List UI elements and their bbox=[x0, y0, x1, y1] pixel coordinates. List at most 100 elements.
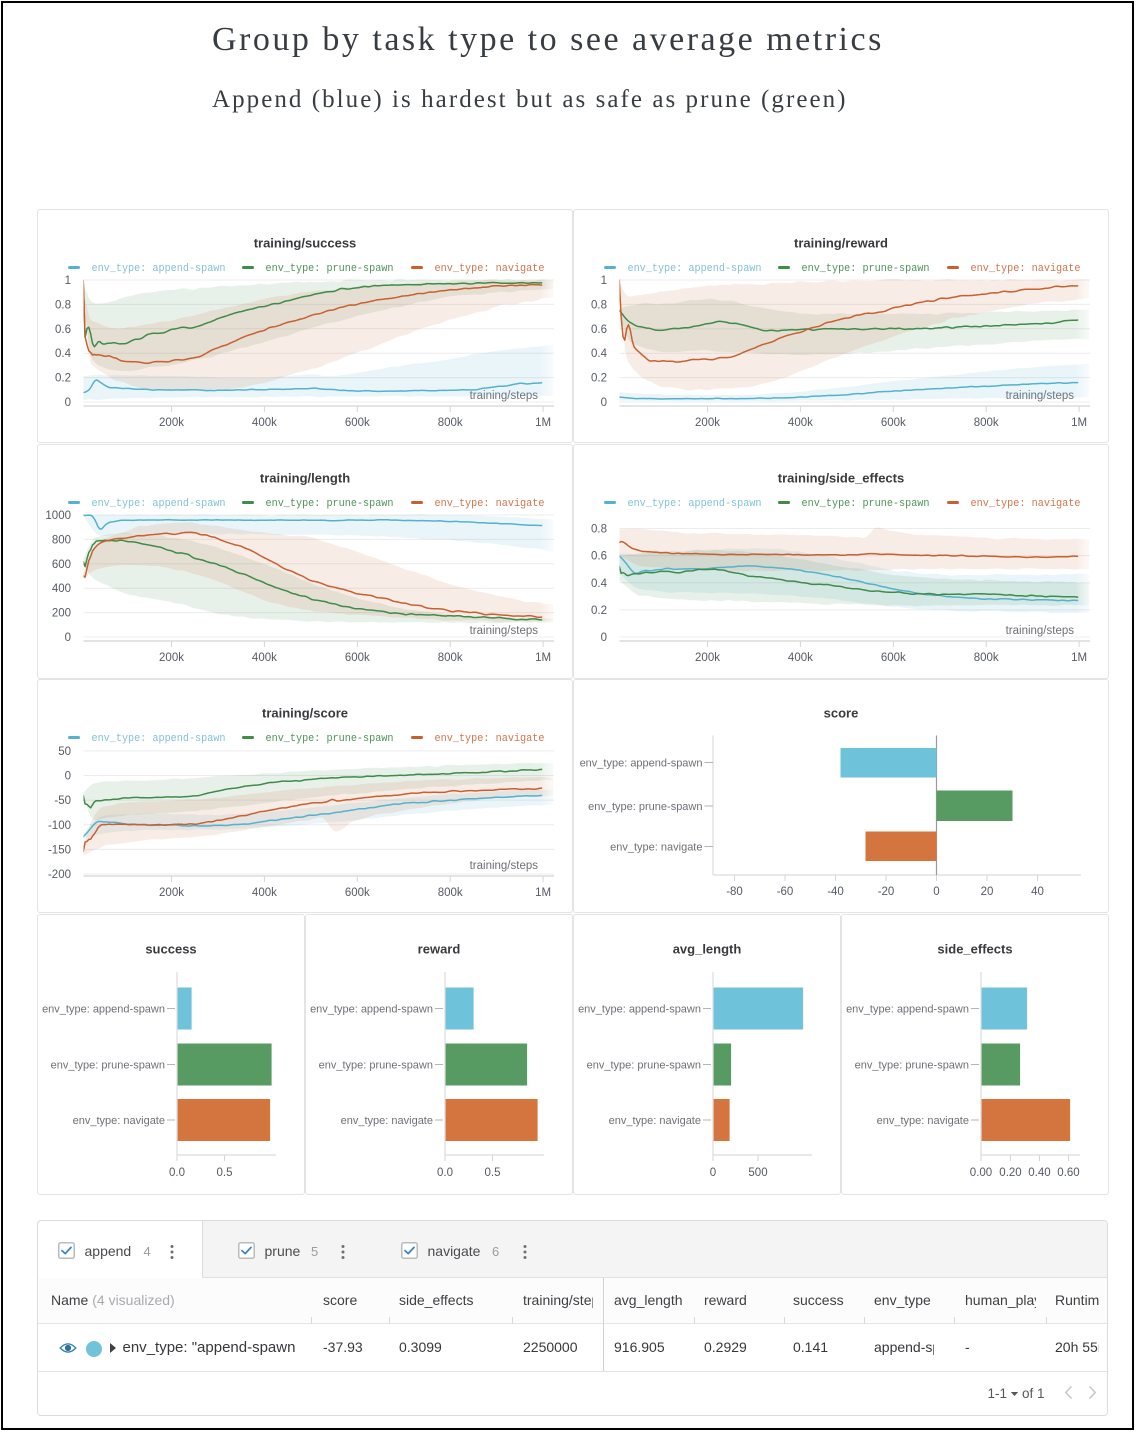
svg-text:success: success bbox=[145, 941, 196, 956]
svg-text:0.2: 0.2 bbox=[591, 372, 607, 384]
svg-text:env_type: append-spawn: env_type: append-spawn bbox=[42, 1003, 165, 1015]
svg-text:400k: 400k bbox=[251, 417, 276, 429]
svg-text:600k: 600k bbox=[880, 652, 905, 664]
svg-text:0.2: 0.2 bbox=[591, 604, 607, 616]
svg-text:env_type: prune-spawn: env_type: prune-spawn bbox=[801, 498, 929, 510]
svg-text:400k: 400k bbox=[787, 417, 812, 429]
svg-text:20: 20 bbox=[980, 886, 993, 898]
svg-text:800k: 800k bbox=[437, 887, 462, 899]
svg-text:env_type: prune-spawn: env_type: prune-spawn bbox=[265, 263, 393, 275]
svg-text:env_type: prune-spawn: env_type: prune-spawn bbox=[265, 733, 393, 745]
svg-text:800k: 800k bbox=[973, 652, 998, 664]
svg-text:env_type: navigate: env_type: navigate bbox=[434, 733, 544, 745]
svg-text:50: 50 bbox=[58, 745, 71, 757]
svg-text:1000: 1000 bbox=[45, 510, 71, 522]
svg-text:training/steps: training/steps bbox=[469, 390, 538, 402]
svg-text:600k: 600k bbox=[344, 887, 369, 899]
svg-text:training/success: training/success bbox=[253, 235, 356, 250]
svg-text:-40: -40 bbox=[827, 886, 844, 898]
svg-text:env_type: append-spawn: env_type: append-spawn bbox=[91, 263, 225, 275]
svg-text:env_type: navigate: env_type: navigate bbox=[876, 1115, 968, 1127]
svg-text:env_type: append-spawn: env_type: append-spawn bbox=[579, 757, 702, 769]
svg-text:0.60: 0.60 bbox=[1057, 1167, 1079, 1179]
svg-text:-100: -100 bbox=[47, 819, 70, 831]
svg-text:env_type: navigate: env_type: navigate bbox=[434, 263, 544, 275]
svg-text:-60: -60 bbox=[776, 886, 793, 898]
svg-text:1M: 1M bbox=[535, 887, 551, 899]
svg-text:0.4: 0.4 bbox=[591, 577, 608, 589]
svg-text:env_type: navigate: env_type: navigate bbox=[970, 498, 1080, 510]
svg-text:0.4: 0.4 bbox=[55, 348, 72, 360]
svg-text:env_type: append-spawn: env_type: append-spawn bbox=[846, 1003, 969, 1015]
svg-text:200k: 200k bbox=[159, 417, 184, 429]
svg-text:0.40: 0.40 bbox=[1028, 1167, 1050, 1179]
svg-text:env_type: prune-spawn: env_type: prune-spawn bbox=[50, 1059, 164, 1071]
svg-text:0.0: 0.0 bbox=[169, 1167, 185, 1179]
svg-text:-50: -50 bbox=[54, 795, 71, 807]
svg-text:score: score bbox=[823, 705, 858, 720]
svg-text:training/steps: training/steps bbox=[469, 625, 538, 637]
svg-text:env_type: navigate: env_type: navigate bbox=[608, 1115, 700, 1127]
svg-text:600k: 600k bbox=[880, 417, 905, 429]
svg-text:400k: 400k bbox=[787, 652, 812, 664]
svg-text:env_type: prune-spawn: env_type: prune-spawn bbox=[854, 1059, 968, 1071]
svg-text:0.5: 0.5 bbox=[484, 1167, 500, 1179]
svg-text:env_type: append-spawn: env_type: append-spawn bbox=[91, 733, 225, 745]
svg-text:0: 0 bbox=[64, 770, 70, 782]
svg-text:0.6: 0.6 bbox=[591, 550, 607, 562]
svg-text:env_type: navigate: env_type: navigate bbox=[610, 841, 702, 853]
svg-text:0.4: 0.4 bbox=[591, 348, 608, 360]
svg-text:800: 800 bbox=[51, 534, 70, 546]
svg-text:40: 40 bbox=[1031, 886, 1044, 898]
svg-text:0.6: 0.6 bbox=[591, 323, 607, 335]
svg-text:1M: 1M bbox=[535, 417, 551, 429]
svg-text:env_type: navigate: env_type: navigate bbox=[340, 1115, 432, 1127]
svg-text:env_type: prune-spawn: env_type: prune-spawn bbox=[801, 263, 929, 275]
svg-text:env_type: navigate: env_type: navigate bbox=[970, 263, 1080, 275]
svg-text:0.8: 0.8 bbox=[591, 523, 607, 535]
svg-text:env_type: prune-spawn: env_type: prune-spawn bbox=[588, 801, 702, 813]
svg-text:400k: 400k bbox=[251, 887, 276, 899]
svg-text:env_type: navigate: env_type: navigate bbox=[434, 498, 544, 510]
svg-text:1: 1 bbox=[64, 275, 70, 287]
svg-text:200k: 200k bbox=[159, 887, 184, 899]
svg-text:800k: 800k bbox=[973, 417, 998, 429]
svg-text:reward: reward bbox=[417, 941, 460, 956]
svg-text:800k: 800k bbox=[437, 417, 462, 429]
svg-text:0.20: 0.20 bbox=[999, 1167, 1021, 1179]
svg-text:training/score: training/score bbox=[262, 705, 348, 720]
svg-text:600: 600 bbox=[51, 558, 70, 570]
svg-text:200: 200 bbox=[51, 607, 70, 619]
svg-text:env_type: prune-spawn: env_type: prune-spawn bbox=[586, 1059, 700, 1071]
svg-text:training/length: training/length bbox=[259, 470, 349, 485]
svg-text:env_type: prune-spawn: env_type: prune-spawn bbox=[265, 498, 393, 510]
svg-text:-20: -20 bbox=[877, 886, 894, 898]
svg-text:env_type: append-spawn: env_type: append-spawn bbox=[627, 498, 761, 510]
svg-text:1M: 1M bbox=[1071, 652, 1087, 664]
svg-text:-150: -150 bbox=[47, 844, 70, 856]
svg-text:0.2: 0.2 bbox=[55, 372, 71, 384]
svg-text:1: 1 bbox=[600, 275, 606, 287]
svg-text:200k: 200k bbox=[695, 652, 720, 664]
svg-text:600k: 600k bbox=[344, 417, 369, 429]
svg-text:0: 0 bbox=[709, 1167, 715, 1179]
svg-text:0.5: 0.5 bbox=[216, 1167, 232, 1179]
svg-text:800k: 800k bbox=[437, 652, 462, 664]
svg-text:avg_length: avg_length bbox=[672, 941, 741, 956]
svg-text:0: 0 bbox=[933, 886, 939, 898]
svg-text:0.00: 0.00 bbox=[969, 1167, 991, 1179]
svg-text:env_type: append-spawn: env_type: append-spawn bbox=[627, 263, 761, 275]
svg-text:0.8: 0.8 bbox=[55, 299, 71, 311]
svg-text:200k: 200k bbox=[159, 652, 184, 664]
svg-text:training/reward: training/reward bbox=[794, 235, 888, 250]
svg-text:0.0: 0.0 bbox=[437, 1167, 453, 1179]
svg-text:0: 0 bbox=[600, 632, 606, 644]
svg-text:200k: 200k bbox=[695, 417, 720, 429]
svg-text:env_type: append-spawn: env_type: append-spawn bbox=[91, 498, 225, 510]
svg-text:0: 0 bbox=[64, 632, 70, 644]
svg-text:env_type: append-spawn: env_type: append-spawn bbox=[578, 1003, 701, 1015]
svg-text:side_effects: side_effects bbox=[937, 941, 1012, 956]
svg-text:500: 500 bbox=[748, 1167, 767, 1179]
svg-text:600k: 600k bbox=[344, 652, 369, 664]
svg-text:400k: 400k bbox=[251, 652, 276, 664]
